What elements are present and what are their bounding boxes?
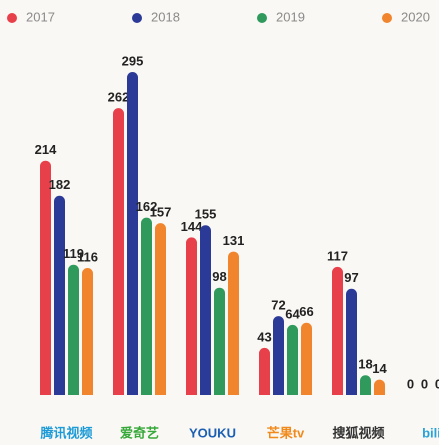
- data-label: 155: [195, 207, 217, 222]
- data-label: 144: [181, 219, 203, 234]
- legend-label: 2019: [276, 9, 305, 24]
- bar: [54, 195, 65, 395]
- legend-marker: [257, 13, 267, 23]
- legend-label: 2018: [151, 9, 180, 24]
- category-label: 爱奇艺: [120, 425, 159, 440]
- data-label: 131: [223, 233, 245, 248]
- data-label: 162: [136, 199, 158, 214]
- data-label: 72: [271, 298, 285, 313]
- bar: [82, 267, 93, 395]
- category-label: 搜狐视频: [332, 425, 384, 440]
- legend-label: 2017: [26, 9, 55, 24]
- bar: [40, 160, 51, 395]
- bar: [155, 223, 166, 395]
- bar: [273, 316, 284, 395]
- data-label: 117: [327, 248, 348, 263]
- bar: [374, 379, 385, 395]
- data-label: 119: [63, 246, 84, 261]
- bar: [346, 288, 357, 395]
- bar: [301, 322, 312, 395]
- data-label: 262: [108, 90, 130, 105]
- data-label: 157: [150, 205, 172, 220]
- bar: [200, 225, 211, 395]
- bar: [141, 217, 152, 395]
- data-label: 182: [49, 177, 71, 192]
- data-label: 214: [35, 142, 57, 157]
- data-label: 97: [344, 270, 358, 285]
- category-label: bili: [422, 425, 439, 440]
- data-label: 18: [358, 357, 372, 372]
- bar: [287, 324, 298, 395]
- data-label: 0: [407, 376, 414, 391]
- legend-label: 2020: [401, 9, 430, 24]
- data-label: 295: [122, 53, 144, 68]
- data-label: 66: [299, 304, 313, 319]
- data-label: 14: [372, 361, 387, 376]
- bar: [214, 287, 225, 395]
- data-label: 64: [285, 306, 300, 321]
- bar: [113, 108, 124, 395]
- bar: [228, 251, 239, 395]
- bar: [186, 237, 197, 395]
- data-label: 116: [77, 249, 98, 264]
- legend-marker: [382, 13, 392, 23]
- data-label: 0: [435, 376, 439, 391]
- category-label: YOUKU: [189, 425, 236, 440]
- bar: [360, 375, 371, 395]
- data-label: 98: [212, 269, 226, 284]
- category-label: 腾讯视频: [39, 425, 92, 440]
- bar: [68, 264, 79, 395]
- bar: [332, 266, 343, 395]
- data-label: 43: [257, 329, 271, 344]
- category-label: 芒果tv: [267, 425, 305, 440]
- bar: [259, 347, 270, 395]
- data-label: 0: [421, 376, 428, 391]
- legend-marker: [132, 13, 142, 23]
- legend-marker: [7, 13, 17, 23]
- bar: [127, 72, 138, 396]
